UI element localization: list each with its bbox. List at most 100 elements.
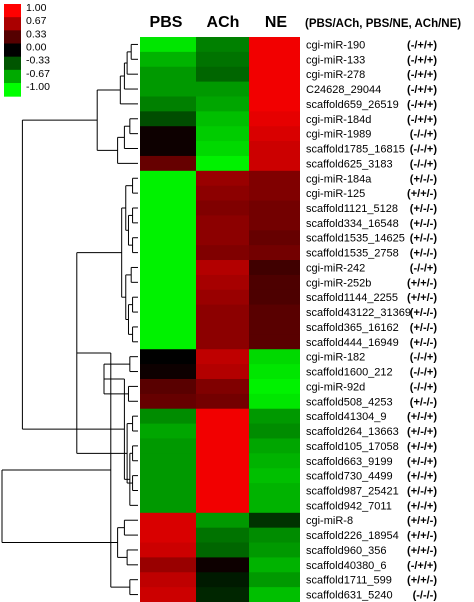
heatmap-cell: [249, 304, 300, 321]
row-label: cgi-miR-8: [306, 515, 353, 527]
row-significance: (-/-/+): [410, 367, 438, 379]
heatmap-cell: [249, 423, 300, 440]
heatmap-cell: [249, 587, 300, 602]
row-label: scaffold43122_31369: [306, 307, 411, 319]
heatmap-cell: [249, 230, 300, 246]
heatmap-cell: [140, 483, 196, 499]
scale-swatch: [4, 83, 21, 97]
heatmap-cell: [249, 200, 300, 217]
heatmap-cell: [140, 81, 196, 98]
heatmap-cell: [140, 66, 196, 83]
scale-swatch: [4, 30, 21, 44]
row-significance: (+/-/-): [410, 248, 438, 260]
row-label: cgi-miR-92d: [306, 381, 365, 393]
column-header: NE: [265, 14, 288, 31]
row-label: cgi-miR-184a: [306, 173, 372, 185]
row-significance: (+/-/+): [407, 441, 437, 453]
heatmap-cell: [249, 542, 300, 558]
heatmap-cell: [249, 527, 300, 544]
heatmap-cell: [140, 349, 196, 365]
heatmap-cell: [249, 66, 300, 83]
row-significance: (-/+/+): [407, 560, 437, 572]
row-significance: (-/-/+): [410, 158, 438, 170]
heatmap-cell: [140, 37, 196, 53]
row-significance: (+/-/+): [407, 411, 437, 423]
row-significance: (+/-/-): [410, 322, 438, 334]
heatmap-cell: [140, 468, 196, 484]
row-significance: (+/-/+): [407, 426, 437, 438]
heatmap-cell: [249, 141, 300, 157]
scale-swatch: [4, 4, 21, 18]
heatmap-cell: [249, 51, 300, 68]
heatmap-cell: [196, 304, 249, 321]
significance-legend-header: (PBS/ACh, PBS/NE, ACh/NE): [305, 18, 461, 30]
row-label: scaffold105_17058: [306, 441, 399, 453]
row-label: scaffold942_7011: [306, 500, 392, 512]
row-label: scaffold631_5240: [306, 590, 393, 602]
scale-tick-label: 0.00: [26, 42, 47, 54]
heatmap-cell: [249, 155, 300, 172]
heatmap-cell: [249, 453, 300, 469]
heatmap-cell: [249, 126, 300, 142]
row-significance: (+/-/-): [410, 337, 438, 349]
heatmap-cell: [249, 557, 300, 573]
heatmap-cell: [249, 497, 300, 514]
row-label: C24628_29044: [306, 84, 381, 96]
color-scale-legend: 1.000.670.33 0.00-0.33-0.67-1.00: [4, 2, 50, 97]
heatmap-cell: [196, 512, 249, 529]
heatmap-cell: [140, 51, 196, 68]
heatmap-cell: [249, 378, 300, 395]
row-significance: (+/+/-): [407, 515, 437, 527]
scale-tick-label: -0.33: [26, 55, 50, 67]
scale-swatch: [4, 17, 21, 31]
row-significance: (+/+/-): [407, 575, 437, 587]
heatmap-cell: [249, 185, 300, 202]
column-headers: PBS ACh NE (PBS/ACh, PBS/NE, ACh/NE): [150, 14, 462, 31]
row-label: cgi-miR-125: [306, 188, 365, 200]
heatmap-cell: [249, 215, 300, 231]
row-label: cgi-miR-252b: [306, 277, 371, 289]
heatmap-cell: [196, 557, 249, 573]
scale-swatch: [4, 69, 21, 84]
scale-swatch: [4, 43, 21, 58]
heatmap-cell: [196, 66, 249, 83]
heatmap-cell: [249, 483, 300, 499]
heatmap-cell: [249, 512, 300, 529]
row-label: cgi-miR-242: [306, 262, 365, 274]
heatmap-cell: [249, 274, 300, 291]
heatmap-cell: [196, 51, 249, 68]
heatmap-cell: [196, 126, 249, 142]
row-significance: (+/-/-): [410, 233, 438, 245]
scale-tick-label: 0.67: [26, 15, 47, 27]
row-significance: (+/-/-): [410, 396, 438, 408]
scale-swatch: [4, 56, 21, 71]
row-label: cgi-miR-278: [306, 69, 365, 81]
heatmap-cell: [196, 185, 249, 202]
scale-tick-label: 1.00: [26, 2, 47, 14]
heatmap-cell: [140, 319, 196, 335]
heatmap-cell: [140, 245, 196, 261]
row-label: scaffold663_9199: [306, 456, 393, 468]
row-significance: (+/+/-): [407, 530, 437, 542]
row-labels: cgi-miR-190 (-/+/+) cgi-miR-133 (-/+/+) cgi-…: [306, 39, 437, 601]
row-significance: (-/-/+): [410, 129, 438, 141]
heatmap-cell: [140, 260, 196, 276]
heatmap-cell: [140, 557, 196, 573]
row-label: scaffold1535_14625: [306, 233, 405, 245]
column-header: ACh: [207, 14, 240, 31]
heatmap-cells: [140, 37, 300, 602]
heatmap-cell: [140, 185, 196, 202]
heatmap-cell: [140, 304, 196, 321]
row-label: scaffold264_13663: [306, 426, 399, 438]
row-label: scaffold730_4499: [306, 471, 393, 483]
heatmap-cell: [196, 96, 249, 112]
heatmap-cell: [196, 527, 249, 544]
heatmap-cell: [196, 215, 249, 231]
row-significance: (-/+/+): [407, 54, 437, 66]
heatmap-cell: [249, 349, 300, 365]
heatmap-cell: [140, 215, 196, 231]
heatmap-cell: [196, 111, 249, 127]
heatmap-cell: [140, 438, 196, 454]
heatmap-cell: [140, 200, 196, 217]
